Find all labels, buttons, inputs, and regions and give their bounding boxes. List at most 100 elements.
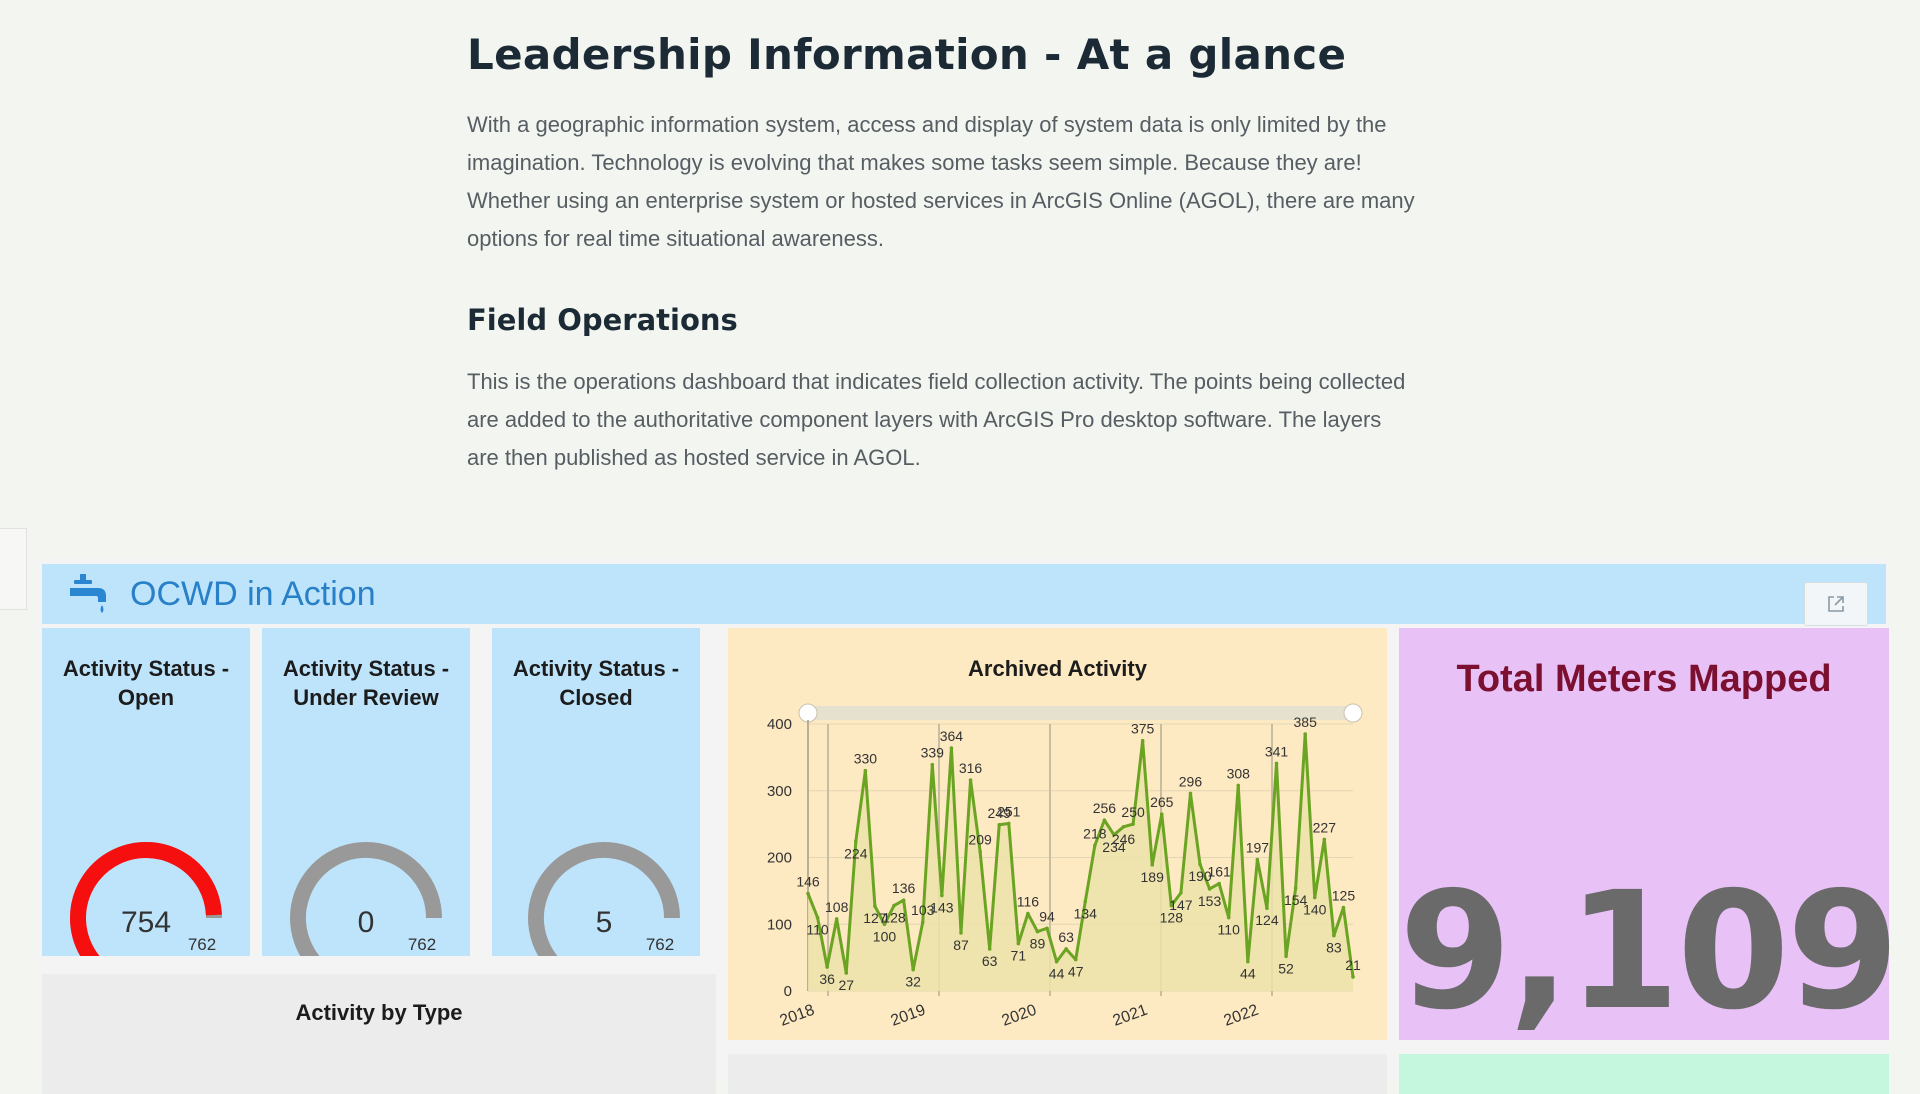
data-point: [1083, 899, 1088, 904]
range-slider-handle-left: [798, 703, 818, 723]
data-label: 44: [1049, 966, 1065, 982]
data-label: 36: [819, 971, 835, 987]
data-point: [1246, 959, 1250, 964]
data-point: [1226, 915, 1231, 920]
lower-indicator-panel[interactable]: [1399, 1054, 1889, 1094]
data-label: 308: [1227, 765, 1251, 781]
intro-line: With a geographic information system, ac…: [467, 112, 1387, 137]
gauge-chart: 7540762: [70, 842, 222, 956]
data-label: 134: [1074, 906, 1098, 922]
archived-activity-panel[interactable]: Archived Activity 0 100 200 300 400 2018 2019 2…: [728, 628, 1387, 1040]
x-tick-label: 2020: [1000, 1002, 1039, 1030]
data-point: [949, 746, 954, 750]
intro-line: options for real time situational awaren…: [467, 226, 884, 251]
gauge-max-label: 762: [646, 935, 674, 954]
y-tick-label: 300: [767, 783, 792, 800]
gauge-track: [528, 842, 680, 956]
x-tick-label: 2019: [889, 1002, 928, 1030]
data-point: [1150, 863, 1155, 867]
data-point: [978, 849, 982, 854]
data-point: [1073, 957, 1078, 962]
data-label: 251: [997, 803, 1021, 819]
section-title: Field Operations: [467, 303, 738, 337]
gauge-fill: [70, 842, 222, 956]
gauge-value: 754: [121, 906, 171, 939]
data-point: [806, 891, 810, 896]
data-label: 296: [1179, 773, 1203, 789]
gauge-value: 0: [358, 906, 375, 939]
data-label: 364: [940, 728, 964, 744]
data-label: 316: [959, 760, 983, 776]
data-point: [1332, 933, 1336, 938]
data-point: [1341, 905, 1346, 910]
gauge-title: Activity Status - Under Review: [262, 654, 470, 712]
data-point: [815, 915, 820, 920]
data-label: 339: [921, 745, 945, 761]
data-label: 128: [1160, 910, 1184, 926]
data-label: 385: [1294, 714, 1318, 730]
data-point: [1236, 783, 1241, 788]
data-point: [1284, 954, 1288, 959]
section-line: are added to the authoritative component…: [467, 407, 1382, 432]
data-label: 94: [1039, 908, 1055, 924]
data-label: 341: [1265, 743, 1289, 759]
gauge-panel-closed[interactable]: Activity Status - Closed 50762: [492, 628, 700, 956]
range-slider-handle-right: [1343, 703, 1363, 723]
data-label: 190: [1188, 868, 1212, 884]
data-point: [1121, 824, 1126, 829]
data-point: [1351, 975, 1355, 979]
gauge-value: 5: [596, 906, 613, 939]
data-point: [1054, 959, 1059, 964]
activity-line: [806, 732, 1355, 978]
data-label: 189: [1141, 869, 1165, 885]
activity-area: [808, 734, 1353, 991]
data-label: 127: [863, 910, 887, 926]
data-point: [1026, 911, 1030, 916]
gauge-panel-under-review[interactable]: Activity Status - Under Review 00762: [262, 628, 470, 956]
data-point: [1274, 761, 1279, 766]
gauge-title-line: Closed: [559, 685, 633, 710]
dashboard-header: OCWD in Action: [42, 564, 1886, 626]
expand-button[interactable]: [1804, 582, 1868, 626]
intro-line: imagination. Technology is evolving that…: [467, 150, 1362, 175]
activity-by-type-title: Activity by Type: [295, 1000, 463, 1025]
data-point: [911, 967, 915, 972]
data-label: 27: [838, 977, 854, 993]
data-label: 110: [806, 922, 829, 938]
archived-activity-chart[interactable]: 0 100 200 300 400 2018 2019 2020 2021 2022 146 110 3…: [728, 628, 1387, 1040]
data-label: 116: [1017, 894, 1040, 910]
data-point: [1312, 895, 1317, 900]
data-point: [1188, 791, 1193, 796]
data-label: 44: [1240, 966, 1256, 982]
gauge-panel-open[interactable]: Activity Status - Open 7540762: [42, 628, 250, 956]
data-label: 224: [844, 845, 868, 861]
data-label: 154: [1284, 892, 1308, 908]
data-label: 108: [825, 899, 849, 915]
page-title: Leadership Information - At a glance: [467, 30, 1347, 79]
intro-line: Whether using an enterprise system or ho…: [467, 188, 1415, 213]
data-label: 249: [988, 805, 1012, 821]
gauge-chart: 50762: [528, 842, 680, 956]
data-label: 63: [1058, 929, 1074, 945]
data-label: 227: [1313, 819, 1337, 835]
gauge-title: Activity Status - Closed: [492, 654, 700, 712]
y-tick-label: 0: [784, 983, 792, 1000]
data-point: [930, 762, 935, 767]
data-point: [1293, 886, 1298, 891]
gauge-title-line: Activity Status -: [282, 656, 450, 681]
data-label: 218: [1083, 825, 1107, 841]
y-tick-label: 100: [767, 916, 792, 933]
data-point: [1140, 738, 1145, 743]
data-label: 136: [892, 880, 916, 896]
data-point: [987, 947, 992, 951]
data-point: [1322, 837, 1327, 842]
total-meters-panel[interactable]: Total Meters Mapped 9,109: [1399, 628, 1899, 1046]
activity-by-type-panel[interactable]: Activity by Type: [42, 974, 716, 1094]
lower-chart-panel[interactable]: [728, 1054, 1387, 1094]
left-edge-tab[interactable]: [0, 528, 27, 610]
data-point: [1169, 903, 1174, 908]
data-label: 147: [1169, 897, 1193, 913]
data-label: 110: [1218, 922, 1241, 938]
data-point: [901, 898, 906, 903]
data-label: 83: [1326, 940, 1342, 956]
